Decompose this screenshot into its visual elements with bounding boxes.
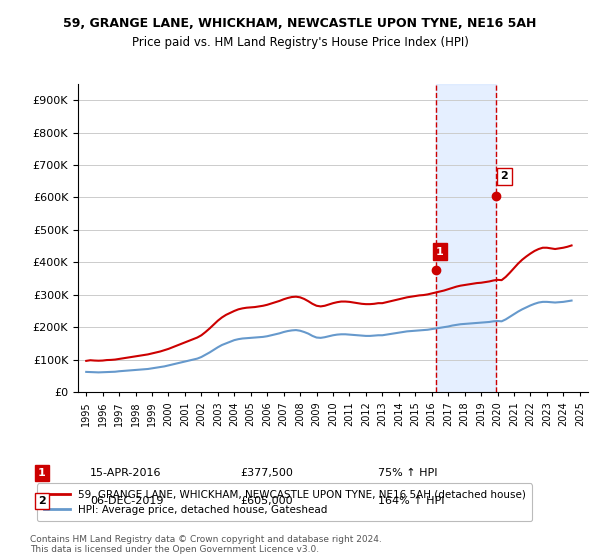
Bar [436,84,496,392]
Text: Price paid vs. HM Land Registry's House Price Index (HPI): Price paid vs. HM Land Registry's House … [131,36,469,49]
Text: 2: 2 [500,171,508,181]
Legend: 59, GRANGE LANE, WHICKHAM, NEWCASTLE UPON TYNE, NE16 5AH (detached house), HPI: : 59, GRANGE LANE, WHICKHAM, NEWCASTLE UPO… [37,483,532,521]
Text: 1: 1 [436,247,443,257]
Text: Contains HM Land Registry data © Crown copyright and database right 2024.
This d: Contains HM Land Registry data © Crown c… [30,535,382,554]
Text: £605,000: £605,000 [240,496,293,506]
Text: 164% ↑ HPI: 164% ↑ HPI [378,496,445,506]
Text: 2: 2 [38,496,46,506]
Text: 15-APR-2016: 15-APR-2016 [90,468,161,478]
Text: 75% ↑ HPI: 75% ↑ HPI [378,468,437,478]
Text: 59, GRANGE LANE, WHICKHAM, NEWCASTLE UPON TYNE, NE16 5AH: 59, GRANGE LANE, WHICKHAM, NEWCASTLE UPO… [64,17,536,30]
Text: £377,500: £377,500 [240,468,293,478]
Text: 06-DEC-2019: 06-DEC-2019 [90,496,163,506]
Text: 1: 1 [38,468,46,478]
